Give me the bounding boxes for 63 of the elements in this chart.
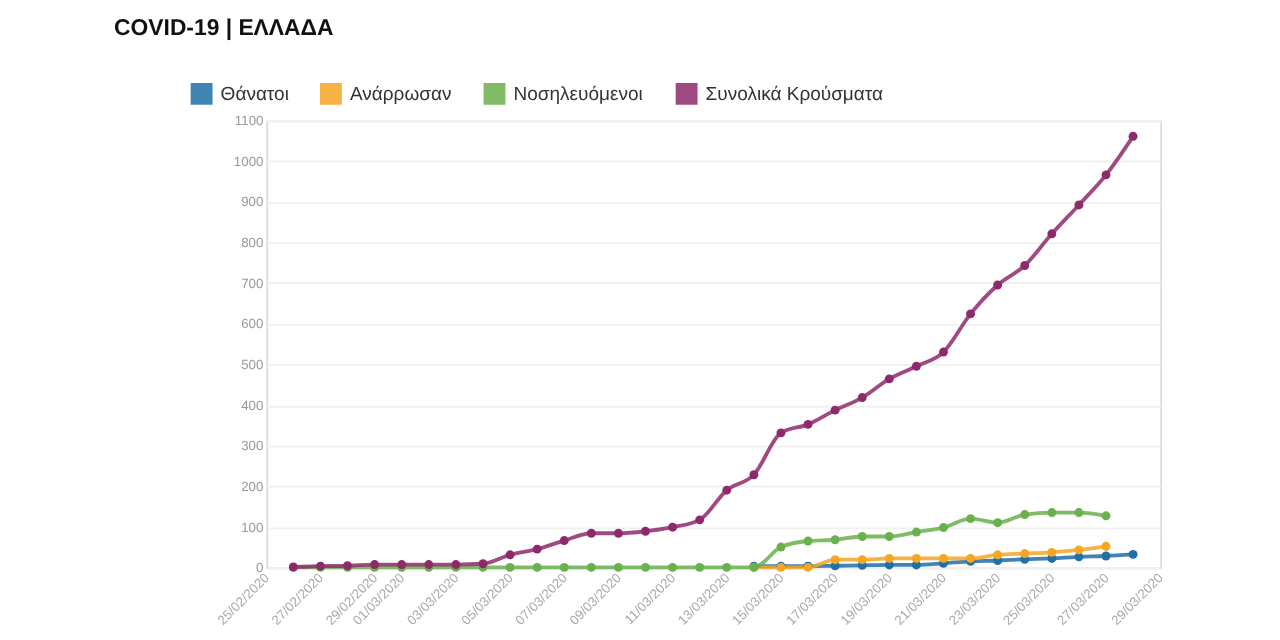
point bbox=[695, 515, 705, 525]
legend-label: Νοσηλευόμενοι bbox=[513, 83, 643, 106]
point bbox=[1047, 229, 1057, 239]
point bbox=[993, 280, 1003, 290]
point bbox=[1101, 541, 1111, 551]
point bbox=[1047, 508, 1057, 517]
point bbox=[803, 419, 813, 429]
point bbox=[884, 532, 894, 541]
legend-label: Ανάρρωσαν bbox=[349, 83, 452, 106]
point bbox=[532, 544, 542, 554]
legend-label: Θάνατοι bbox=[220, 83, 289, 106]
point bbox=[505, 550, 515, 560]
point bbox=[1101, 511, 1111, 521]
point bbox=[749, 470, 759, 480]
point bbox=[857, 393, 867, 403]
point bbox=[966, 514, 976, 524]
point bbox=[803, 536, 813, 546]
point bbox=[939, 347, 948, 357]
point bbox=[1074, 508, 1084, 517]
point bbox=[668, 562, 678, 572]
point bbox=[939, 523, 948, 533]
point bbox=[1074, 200, 1084, 210]
point bbox=[939, 554, 948, 563]
point bbox=[830, 405, 840, 415]
point bbox=[1020, 549, 1030, 559]
chart-title: COVID-19 | ΕΛΛΑΔΑ bbox=[114, 16, 334, 41]
point bbox=[695, 562, 705, 572]
point bbox=[559, 536, 569, 546]
point bbox=[884, 554, 894, 563]
legend-label: Συνολικά Κρούσματα bbox=[705, 83, 885, 106]
point bbox=[532, 562, 542, 572]
point bbox=[1128, 131, 1138, 141]
point bbox=[613, 528, 623, 538]
point bbox=[668, 522, 678, 532]
point bbox=[776, 542, 786, 552]
point bbox=[613, 562, 623, 572]
point bbox=[1020, 261, 1030, 270]
point bbox=[722, 485, 732, 495]
point bbox=[830, 555, 840, 565]
point bbox=[911, 554, 921, 563]
point bbox=[559, 562, 569, 572]
point bbox=[1047, 547, 1057, 557]
point bbox=[641, 526, 650, 536]
point bbox=[776, 428, 786, 438]
point bbox=[857, 555, 867, 565]
point bbox=[911, 527, 921, 537]
point bbox=[1101, 551, 1111, 561]
point bbox=[1128, 549, 1138, 559]
point bbox=[586, 562, 596, 572]
point bbox=[830, 535, 840, 545]
point bbox=[993, 550, 1003, 560]
point bbox=[884, 374, 894, 384]
point bbox=[857, 532, 867, 541]
point bbox=[993, 518, 1003, 528]
point bbox=[641, 562, 650, 572]
point bbox=[505, 562, 515, 572]
point bbox=[1074, 545, 1084, 555]
point bbox=[1101, 170, 1111, 180]
point bbox=[966, 309, 976, 319]
point bbox=[722, 562, 732, 572]
point bbox=[586, 528, 596, 538]
point bbox=[1020, 510, 1030, 520]
point bbox=[911, 361, 921, 371]
